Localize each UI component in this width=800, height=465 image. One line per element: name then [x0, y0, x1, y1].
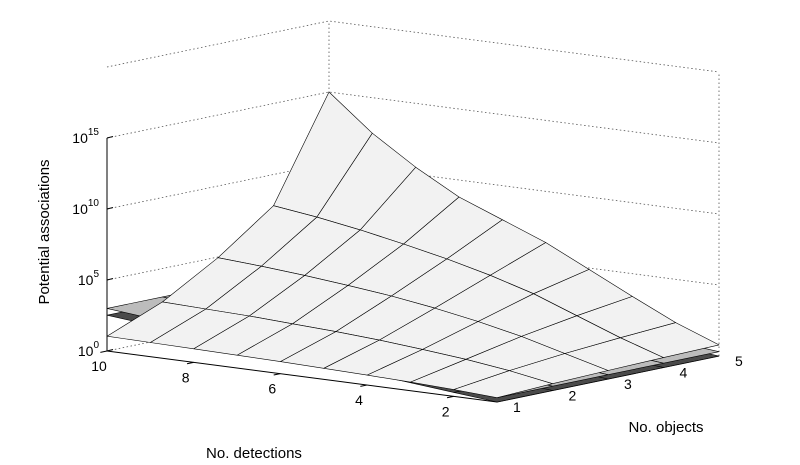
- z-tick-mark: [106, 278, 114, 281]
- surface-cell: [106, 301, 207, 343]
- x-axis-label: No. detections: [206, 445, 302, 462]
- axis-labels: No. detections No. objects Potential ass…: [36, 159, 704, 462]
- y-tick-label: 4: [680, 365, 688, 381]
- x-tick-label: 8: [182, 369, 190, 385]
- z-tick-mark: [106, 136, 114, 139]
- z-gridline: [106, 233, 720, 286]
- z-gridline: [106, 20, 720, 73]
- z-tick-label: 1015: [72, 127, 99, 146]
- x-tick-mark: [273, 373, 281, 376]
- y-axis-label: No. objects: [628, 419, 703, 436]
- z-tick-label: 1010: [72, 198, 99, 217]
- x-axis-line: [106, 350, 498, 403]
- x-tick-mark: [100, 350, 108, 353]
- z-tick-label: 105: [78, 269, 100, 288]
- x-tick-label: 6: [268, 381, 276, 397]
- y-tick-label: 5: [735, 353, 743, 369]
- x-tick-mark: [186, 361, 194, 365]
- x-tick-label: 4: [355, 392, 363, 408]
- y-tick-label: 3: [624, 376, 632, 392]
- z-axis-label: Potential associations: [36, 159, 53, 304]
- y-tick-label: 1: [513, 399, 521, 415]
- x-tick-mark: [446, 395, 454, 399]
- surface-light: [106, 91, 720, 399]
- z-tick-mark: [106, 349, 114, 352]
- z-gridline: [106, 162, 720, 215]
- surfaces: [106, 91, 720, 403]
- z-tick-label: 100: [78, 340, 100, 359]
- z-tick-mark: [106, 207, 114, 210]
- x-tick-mark: [360, 384, 368, 387]
- x-tick-label: 2: [442, 403, 450, 419]
- x-tick-label: 10: [91, 358, 107, 374]
- z-gridline: [106, 91, 720, 144]
- y-tick-label: 2: [569, 388, 577, 404]
